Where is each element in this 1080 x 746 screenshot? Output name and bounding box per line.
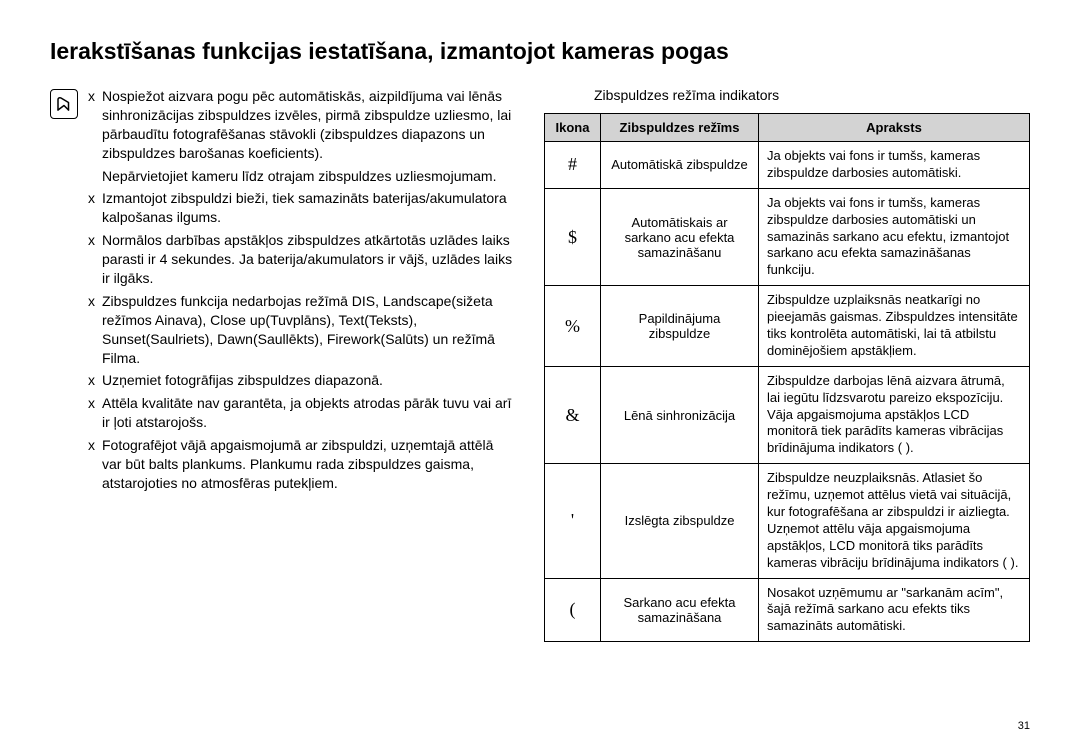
table-row: % Papildinājuma zibspuldze Zibspuldze uz… bbox=[545, 286, 1030, 367]
table-row: & Lēnā sinhronizācija Zibspuldze darboja… bbox=[545, 366, 1030, 463]
list-item: x Fotografējot vājā apgaismojumā ar zibs… bbox=[88, 436, 516, 493]
cell-desc: Nosakot uzņēmumu ar "sarkanām acīm", šaj… bbox=[759, 578, 1030, 642]
list-item: x Attēla kvalitāte nav garantēta, ja obj… bbox=[88, 394, 516, 432]
bullet-marker: x bbox=[88, 436, 102, 493]
th-icon: Ikona bbox=[545, 114, 601, 142]
cell-desc: Ja objekts vai fons ir tumšs, kameras zi… bbox=[759, 188, 1030, 285]
cell-desc: Zibspuldze neuzplaiksnās. Atlasiet šo re… bbox=[759, 464, 1030, 578]
bullet-text: Uzņemiet fotogrāfijas zibspuldzes diapaz… bbox=[102, 371, 516, 390]
bullet-text: Fotografējot vājā apgaismojumā ar zibspu… bbox=[102, 436, 516, 493]
cell-mode: Automātiskais ar sarkano acu efekta sama… bbox=[601, 188, 759, 285]
left-column: x Nospiežot aizvara pogu pēc automātiskā… bbox=[50, 87, 516, 642]
bullet-marker: x bbox=[88, 87, 102, 163]
page-title: Ierakstīšanas funkcijas iestatīšana, izm… bbox=[50, 38, 1030, 65]
note-icon bbox=[50, 89, 78, 119]
bullet-marker: x bbox=[88, 231, 102, 288]
bullet-marker: x bbox=[88, 292, 102, 368]
table-row: ( Sarkano acu efekta samazināšana Nosako… bbox=[545, 578, 1030, 642]
cell-icon: & bbox=[545, 366, 601, 463]
list-item: x Izmantojot zibspuldzi bieži, tiek sama… bbox=[88, 189, 516, 227]
cell-icon: # bbox=[545, 142, 601, 189]
cell-icon: $ bbox=[545, 188, 601, 285]
table-row: # Automātiskā zibspuldze Ja objekts vai … bbox=[545, 142, 1030, 189]
bullet-text: Zibspuldzes funkcija nedarbojas režīmā D… bbox=[102, 292, 516, 368]
table-row: $ Automātiskais ar sarkano acu efekta sa… bbox=[545, 188, 1030, 285]
bullet-marker: x bbox=[88, 371, 102, 390]
cell-icon: % bbox=[545, 286, 601, 367]
cell-desc: Zibspuldze darbojas lēnā aizvara ātrumā,… bbox=[759, 366, 1030, 463]
cell-desc: Ja objekts vai fons ir tumšs, kameras zi… bbox=[759, 142, 1030, 189]
th-desc: Apraksts bbox=[759, 114, 1030, 142]
right-column: Zibspuldzes režīma indikators Ikona Zibs… bbox=[544, 87, 1030, 642]
flash-modes-table: Ikona Zibspuldzes režīms Apraksts # Auto… bbox=[544, 113, 1030, 642]
bullet-text: Izmantojot zibspuldzi bieži, tiek samazi… bbox=[102, 189, 516, 227]
page-number: 31 bbox=[1018, 720, 1030, 732]
cell-desc: Zibspuldze uzplaiksnās neatkarīgi no pie… bbox=[759, 286, 1030, 367]
cell-icon: ' bbox=[545, 464, 601, 578]
list-item: x Uzņemiet fotogrāfijas zibspuldzes diap… bbox=[88, 371, 516, 390]
content-area: x Nospiežot aizvara pogu pēc automātiskā… bbox=[50, 87, 1030, 642]
bullet-text: Nospiežot aizvara pogu pēc automātiskās,… bbox=[102, 87, 516, 163]
cell-mode: Lēnā sinhronizācija bbox=[601, 366, 759, 463]
table-caption: Zibspuldzes režīma indikators bbox=[544, 87, 1030, 103]
bullet-text: Attēla kvalitāte nav garantēta, ja objek… bbox=[102, 394, 516, 432]
list-item: x Zibspuldzes funkcija nedarbojas režīmā… bbox=[88, 292, 516, 368]
cell-mode: Izslēgta zibspuldze bbox=[601, 464, 759, 578]
list-item: x Nospiežot aizvara pogu pēc automātiskā… bbox=[88, 87, 516, 163]
cell-mode: Sarkano acu efekta samazināšana bbox=[601, 578, 759, 642]
cell-mode: Papildinājuma zibspuldze bbox=[601, 286, 759, 367]
bullet-marker: x bbox=[88, 189, 102, 227]
th-mode: Zibspuldzes režīms bbox=[601, 114, 759, 142]
list-item: x Normālos darbības apstākļos zibspuldze… bbox=[88, 231, 516, 288]
cell-icon: ( bbox=[545, 578, 601, 642]
bullet-text: Normālos darbības apstākļos zibspuldzes … bbox=[102, 231, 516, 288]
bullet-sub: Nepārvietojiet kameru līdz otrajam zibsp… bbox=[88, 167, 516, 186]
table-row: ' Izslēgta zibspuldze Zibspuldze neuzpla… bbox=[545, 464, 1030, 578]
cell-mode: Automātiskā zibspuldze bbox=[601, 142, 759, 189]
notes-list: x Nospiežot aizvara pogu pēc automātiskā… bbox=[88, 87, 516, 497]
bullet-marker: x bbox=[88, 394, 102, 432]
